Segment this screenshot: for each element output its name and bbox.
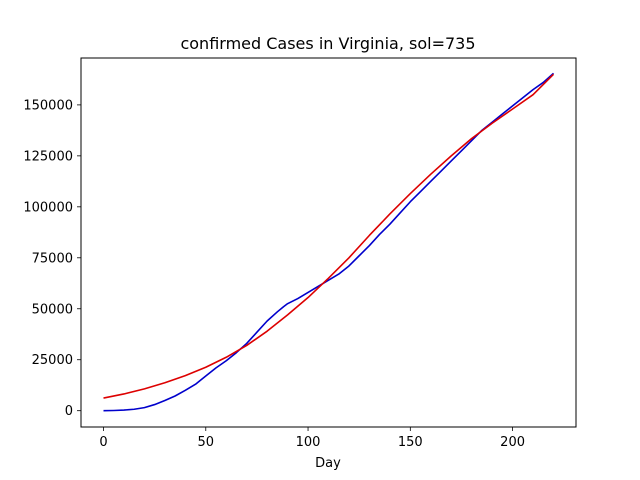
y-tick-label: 25000	[32, 353, 73, 368]
plot-frame	[80, 57, 577, 428]
x-axis: 0 50 100 150 200	[99, 427, 525, 450]
y-tick-label: 150000	[23, 98, 73, 113]
x-tick-label: 200	[500, 435, 525, 450]
y-tick-label: 75000	[32, 251, 73, 266]
x-tick-label: 50	[197, 435, 214, 450]
y-tick-label: 0	[65, 404, 73, 419]
chart-title: confirmed Cases in Virginia, sol=735	[180, 34, 475, 53]
x-tick-label: 100	[296, 435, 321, 450]
y-tick-label: 125000	[23, 149, 73, 164]
y-tick-label: 100000	[23, 200, 73, 215]
y-tick-label: 50000	[32, 302, 73, 317]
series-line-0	[103, 72, 555, 412]
plot-lines	[103, 72, 555, 412]
x-axis-label: Day	[315, 456, 341, 471]
x-tick-label: 150	[398, 435, 423, 450]
series-line-1	[103, 73, 555, 399]
y-axis: 0 25000 50000 75000 100000 125000 150000	[23, 98, 81, 419]
x-tick-label: 0	[99, 435, 107, 450]
